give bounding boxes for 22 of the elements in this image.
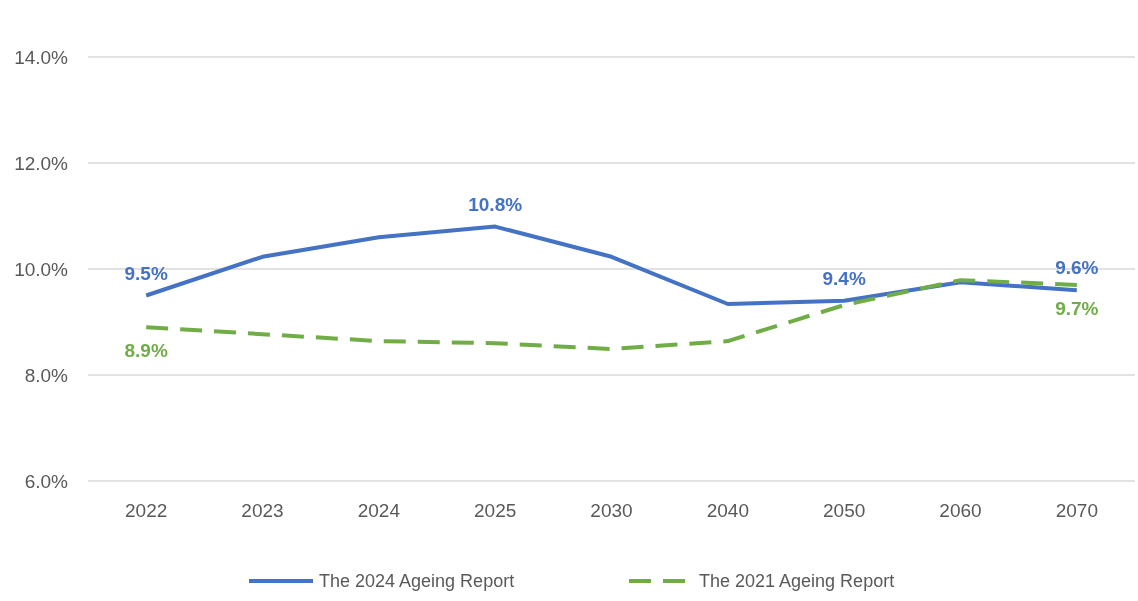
x-tick-label: 2040 <box>706 500 749 521</box>
y-tick-label: 14.0% <box>14 46 69 68</box>
y-tick-label: 6.0% <box>24 470 69 492</box>
legend-label: The 2024 Ageing Report <box>319 571 515 592</box>
x-tick-label: 2050 <box>823 500 866 521</box>
x-tick-label: 2023 <box>241 500 284 521</box>
x-tick-label: 2024 <box>357 500 401 521</box>
data-label: 9.6% <box>1055 257 1099 279</box>
x-tick-label: 2022 <box>125 500 168 521</box>
data-label: 8.9% <box>124 340 168 362</box>
data-label: 10.8% <box>468 193 523 215</box>
data-label: 9.7% <box>1055 297 1099 319</box>
y-tick-label: 8.0% <box>24 364 69 386</box>
data-label: 9.5% <box>124 262 168 284</box>
x-tick-label: 2025 <box>474 500 517 521</box>
x-tick-label: 2030 <box>590 500 633 521</box>
y-tick-label: 12.0% <box>14 152 69 174</box>
x-tick-label: 2060 <box>939 500 982 521</box>
data-label: 9.4% <box>822 267 866 289</box>
y-tick-label: 10.0% <box>14 258 69 280</box>
x-tick-label: 2070 <box>1055 500 1098 521</box>
legend-label: The 2021 Ageing Report <box>699 571 895 592</box>
